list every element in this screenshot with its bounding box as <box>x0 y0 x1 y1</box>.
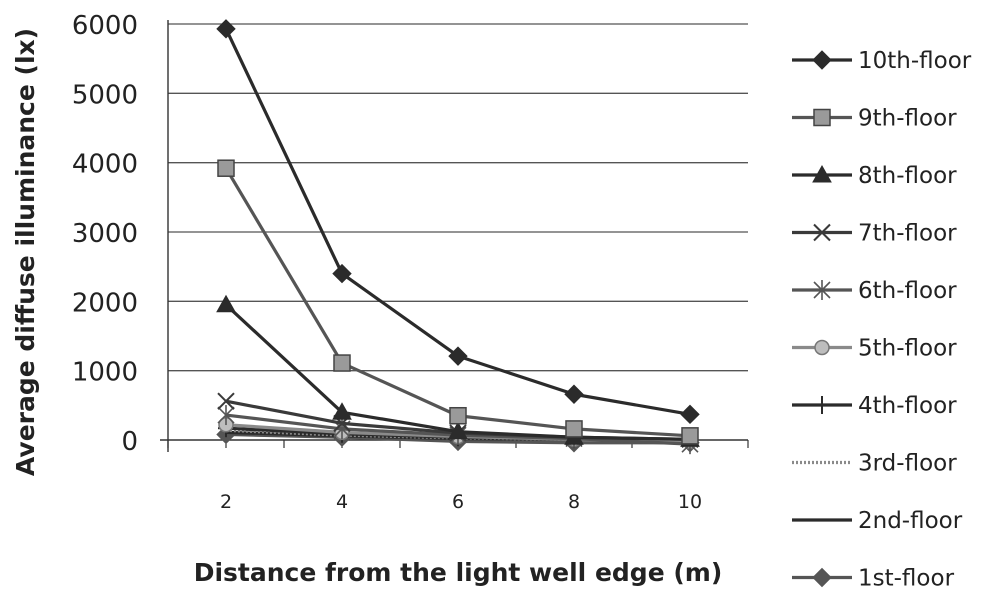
axes <box>160 20 749 452</box>
legend-entry-5th-floor: 5th-floor <box>792 336 957 362</box>
y-tick-label-2000: 2000 <box>72 288 138 318</box>
tick-labels: 0 1000 2000 3000 4000 5000 6000 2 4 6 8 10 <box>72 11 702 513</box>
point-9th-floor-x4 <box>333 354 351 372</box>
point-6th-floor-x2 <box>217 405 235 426</box>
x-axis-title: Distance from the light well edge (m) <box>194 558 723 587</box>
series-line-9th-floor <box>224 167 691 438</box>
series-9th-floor <box>217 159 699 445</box>
x-tick-label-4: 4 <box>336 491 348 513</box>
point-10th-floor-x6 <box>448 346 468 366</box>
y-tick-label-1000: 1000 <box>72 358 138 388</box>
point-7th-floor-x2 <box>217 392 235 410</box>
point-7th-floor-x2-stroke-b <box>217 392 235 410</box>
legend-entry-9th-floor: 9th-floor <box>792 106 957 132</box>
point-9th-floor-x8 <box>565 420 583 438</box>
y-tick-label-0: 0 <box>121 427 138 457</box>
y-tick-label-6000: 6000 <box>72 11 138 41</box>
legend-label-5th-floor: 5th-floor <box>858 336 957 362</box>
point-9th-floor-x2 <box>217 159 235 177</box>
legend-label-2nd-floor: 2nd-floor <box>858 508 963 534</box>
point-10th-floor-x2 <box>216 19 236 39</box>
legend-marker-7th-floor-stroke-b <box>813 223 831 242</box>
gridlines <box>168 23 748 372</box>
legend-marker-10th-floor <box>812 50 832 70</box>
legend-entry-1st-floor: 1st-floor <box>792 566 955 591</box>
legend-marker-6th-floor <box>813 280 831 300</box>
legend-entry-6th-floor: 6th-floor <box>792 278 957 304</box>
x-tick-label-6: 6 <box>452 491 464 513</box>
y-tick-label-5000: 5000 <box>72 80 138 110</box>
legend-entry-4th-floor: 4th-floor <box>792 393 957 419</box>
legend-marker-8th-floor <box>812 164 832 183</box>
legend: 10th-floor 9th-floor 8th-floor 7th-floor 6th… <box>792 48 972 591</box>
legend-label-6th-floor: 6th-floor <box>858 278 957 304</box>
point-9th-floor-x6 <box>449 406 467 425</box>
legend-label-4th-floor: 4th-floor <box>858 393 957 419</box>
legend-marker-7th-floor <box>813 223 831 242</box>
series-lines <box>216 19 700 455</box>
x-tick-label-10: 10 <box>678 491 702 513</box>
y-tick-label-3000: 3000 <box>72 219 138 249</box>
legend-marker-9th-floor <box>813 108 831 127</box>
legend-marker-5th-floor <box>814 339 830 356</box>
legend-entry-8th-floor: 8th-floor <box>792 163 957 189</box>
series-10th-floor <box>216 19 700 425</box>
point-10th-floor-x10 <box>680 404 700 425</box>
legend-entry-10th-floor: 10th-floor <box>792 48 972 74</box>
y-tick-label-4000: 4000 <box>72 150 138 180</box>
point-10th-floor-x8 <box>564 384 584 404</box>
legend-label-8th-floor: 8th-floor <box>858 163 957 189</box>
legend-entry-3rd-floor: 3rd-floor <box>792 451 957 477</box>
point-8th-floor-x2 <box>216 294 236 313</box>
point-10th-floor-x4 <box>332 263 352 284</box>
legend-label-7th-floor: 7th-floor <box>858 221 957 247</box>
legend-entry-7th-floor: 7th-floor <box>792 221 957 247</box>
legend-marker-4th-floor <box>814 396 830 414</box>
x-tick-label-2: 2 <box>220 491 232 513</box>
y-axis-title: Average diffuse illuminance (lx) <box>11 28 40 476</box>
x-tick-label-8: 8 <box>568 491 580 513</box>
legend-label-1st-floor: 1st-floor <box>858 566 955 591</box>
legend-marker-1st-floor <box>812 567 832 588</box>
point-8th-floor-x4 <box>332 402 352 420</box>
legend-label-9th-floor: 9th-floor <box>858 106 957 132</box>
point-9th-floor-x10 <box>681 427 699 445</box>
legend-label-3rd-floor: 3rd-floor <box>858 451 957 477</box>
legend-entry-2nd-floor: 2nd-floor <box>792 508 963 534</box>
point-8th-floor-x6 <box>448 421 468 440</box>
legend-label-10th-floor: 10th-floor <box>858 48 972 74</box>
